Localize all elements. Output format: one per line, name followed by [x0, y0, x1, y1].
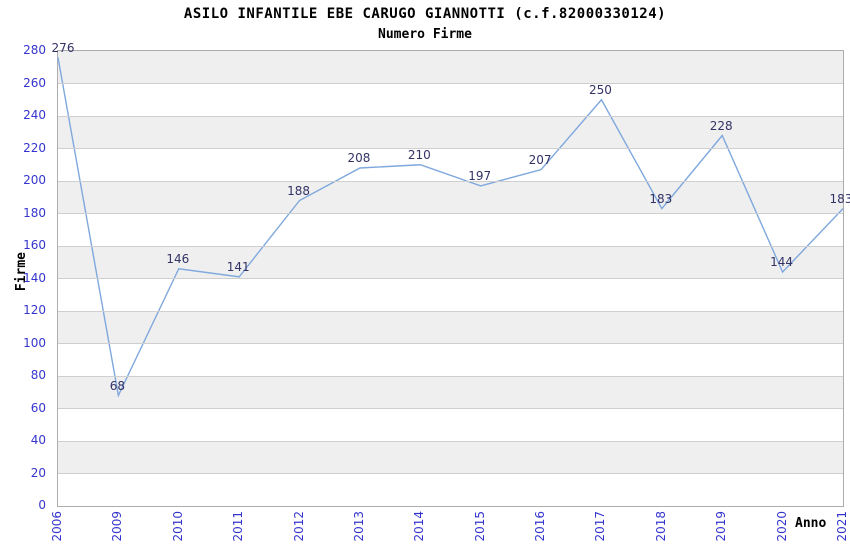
- line-chart-svg: [57, 57, 844, 398]
- x-axis-title: Anno: [795, 516, 827, 531]
- y-tick-label: 220: [23, 140, 46, 155]
- gridline: [58, 83, 843, 84]
- data-point-label: 141: [226, 259, 250, 274]
- gridline: [58, 115, 843, 117]
- y-tick-label: 280: [23, 43, 46, 57]
- x-tick-label: 2021: [835, 511, 849, 542]
- x-tick-label: 2014: [412, 511, 427, 542]
- x-tick-label: 2018: [653, 511, 668, 542]
- y-tick-label: 20: [30, 465, 46, 480]
- line-series: [57, 57, 844, 398]
- data-point-label: 188: [287, 183, 310, 198]
- y-tick-label: 260: [23, 75, 46, 90]
- gridline: [58, 408, 843, 409]
- y-tick-label: 140: [23, 270, 46, 285]
- y-tick-label: 200: [23, 173, 46, 187]
- x-tick-label: 2011: [231, 511, 246, 542]
- data-point-label: 197: [468, 168, 492, 183]
- y-tick-label: 180: [23, 205, 46, 220]
- gridline: [58, 343, 843, 344]
- x-tick-label: 2012: [291, 511, 306, 542]
- y-tick-label: 80: [30, 368, 46, 382]
- gridline: [58, 310, 843, 312]
- data-point-label: 68: [109, 378, 126, 393]
- x-tick-label: 2009: [110, 511, 125, 542]
- data-point-label: 144: [770, 255, 794, 269]
- gridline: [58, 148, 843, 149]
- y-tick-label: 0: [38, 498, 46, 512]
- data-point-label: 250: [589, 82, 612, 97]
- x-tick-label: 2006: [50, 511, 64, 542]
- gridline: [58, 245, 843, 247]
- data-point-label: 276: [51, 40, 75, 55]
- chart-title: ASILO INFANTILE EBE CARUGO GIANNOTTI (c.…: [183, 6, 667, 22]
- data-point-label: 207: [528, 152, 552, 167]
- gridline: [58, 213, 843, 214]
- data-point-label: 183: [649, 191, 673, 206]
- y-tick-label: 120: [23, 303, 46, 317]
- plot-area: [57, 50, 844, 507]
- gridline: [58, 180, 843, 182]
- gridline: [58, 440, 843, 442]
- gridline: [58, 375, 843, 377]
- x-tick-label: 2013: [351, 511, 366, 542]
- y-tick-label: 100: [23, 335, 46, 350]
- x-tick-label: 2017: [593, 511, 608, 542]
- y-tick-label: 240: [23, 108, 46, 122]
- data-point-label: 183: [829, 191, 850, 206]
- y-tick-label: 160: [23, 238, 46, 252]
- x-tick-label: 2015: [472, 511, 487, 542]
- data-point-label: 228: [709, 118, 733, 133]
- x-tick-label: 2019: [714, 511, 729, 542]
- data-point-label: 208: [347, 151, 371, 165]
- data-point-label: 146: [166, 251, 190, 266]
- chart-subtitle: Numero Firme: [378, 27, 472, 42]
- y-tick-label: 60: [30, 400, 46, 415]
- gridline: [58, 473, 843, 474]
- y-tick-label: 40: [30, 433, 46, 447]
- gridline: [58, 278, 843, 279]
- x-tick-label: 2010: [170, 511, 185, 542]
- data-point-label: 210: [407, 147, 431, 162]
- x-tick-label: 2016: [533, 511, 548, 542]
- x-tick-label: 2020: [774, 511, 789, 542]
